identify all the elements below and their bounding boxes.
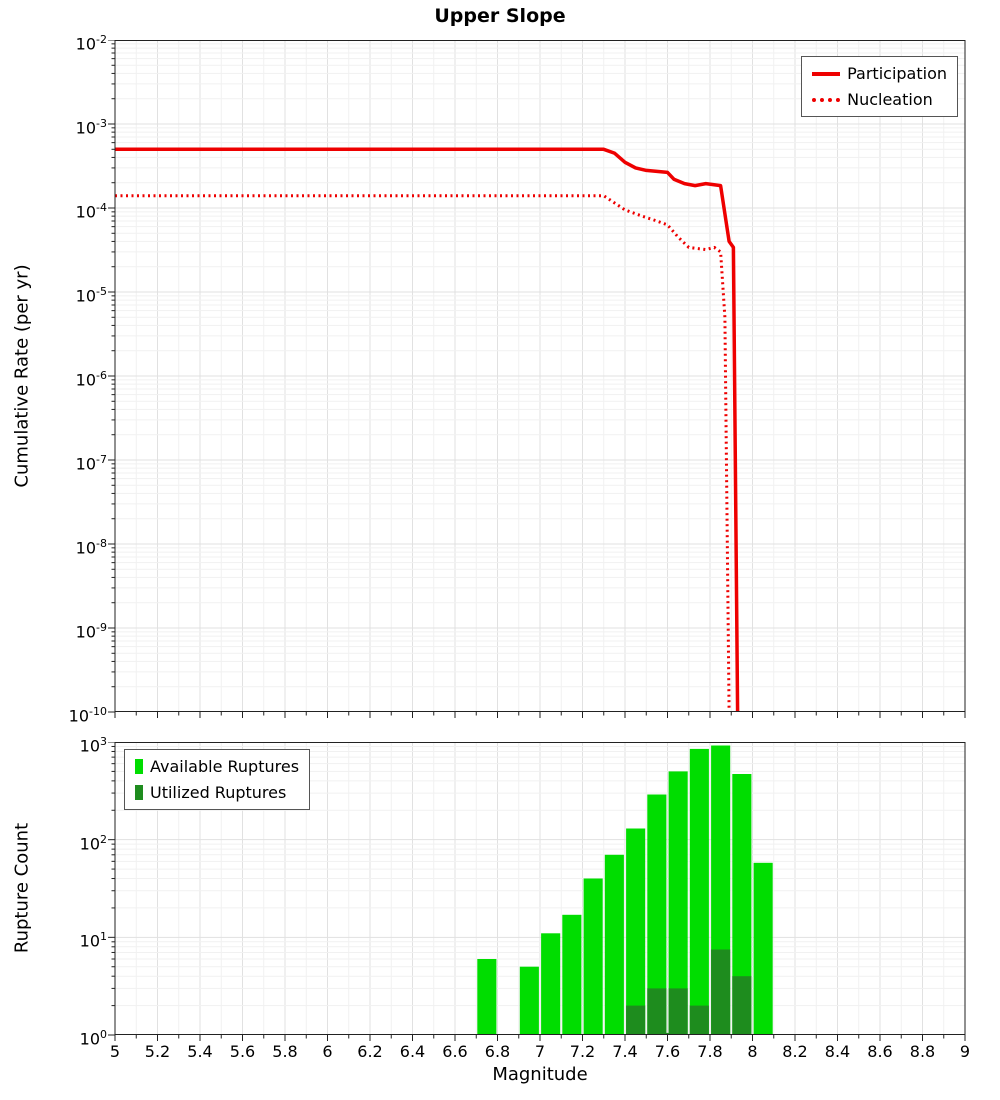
nucleation-line-swatch [812, 97, 841, 102]
chart-title: Upper Slope [434, 5, 566, 27]
legend-item-available-ruptures: Available Ruptures [135, 757, 299, 776]
cumulative-rate-plot [108, 40, 966, 718]
nucleation-legend-label: Nucleation [847, 90, 933, 109]
y-tick-label: 10-2 [75, 33, 107, 54]
y-tick-label: 10-3 [75, 117, 107, 138]
y-tick-label: 10-8 [75, 537, 107, 558]
y-tick-label: 10-9 [75, 621, 107, 642]
available-ruptures-swatch [135, 759, 143, 774]
x-axis-label: Magnitude [492, 1064, 588, 1085]
legend-item-nucleation: Nucleation [812, 90, 947, 109]
legend-item-utilized-ruptures: Utilized Ruptures [135, 783, 299, 802]
bottom-y-axis-label: Rupture Count [11, 822, 33, 954]
y-tick-label: 100 [79, 1028, 107, 1049]
rate-plot-legend: Participation Nucleation [801, 56, 958, 117]
available-ruptures-legend-label: Available Ruptures [150, 757, 300, 776]
legend-item-participation: Participation [812, 64, 947, 83]
y-tick-label: 10-10 [68, 705, 107, 726]
utilized-ruptures-swatch [135, 785, 143, 800]
y-tick-label: 103 [79, 735, 107, 756]
utilized-ruptures-legend-label: Utilized Ruptures [150, 783, 287, 802]
participation-line-swatch [812, 71, 841, 76]
participation-legend-label: Participation [847, 64, 947, 83]
y-tick-label: 10-4 [75, 201, 107, 222]
top-y-axis-label: Cumulative Rate (per yr) [11, 264, 33, 488]
count-plot-legend: Available Ruptures Utilized Ruptures [124, 749, 311, 810]
rupture-count-plot [108, 742, 966, 1041]
